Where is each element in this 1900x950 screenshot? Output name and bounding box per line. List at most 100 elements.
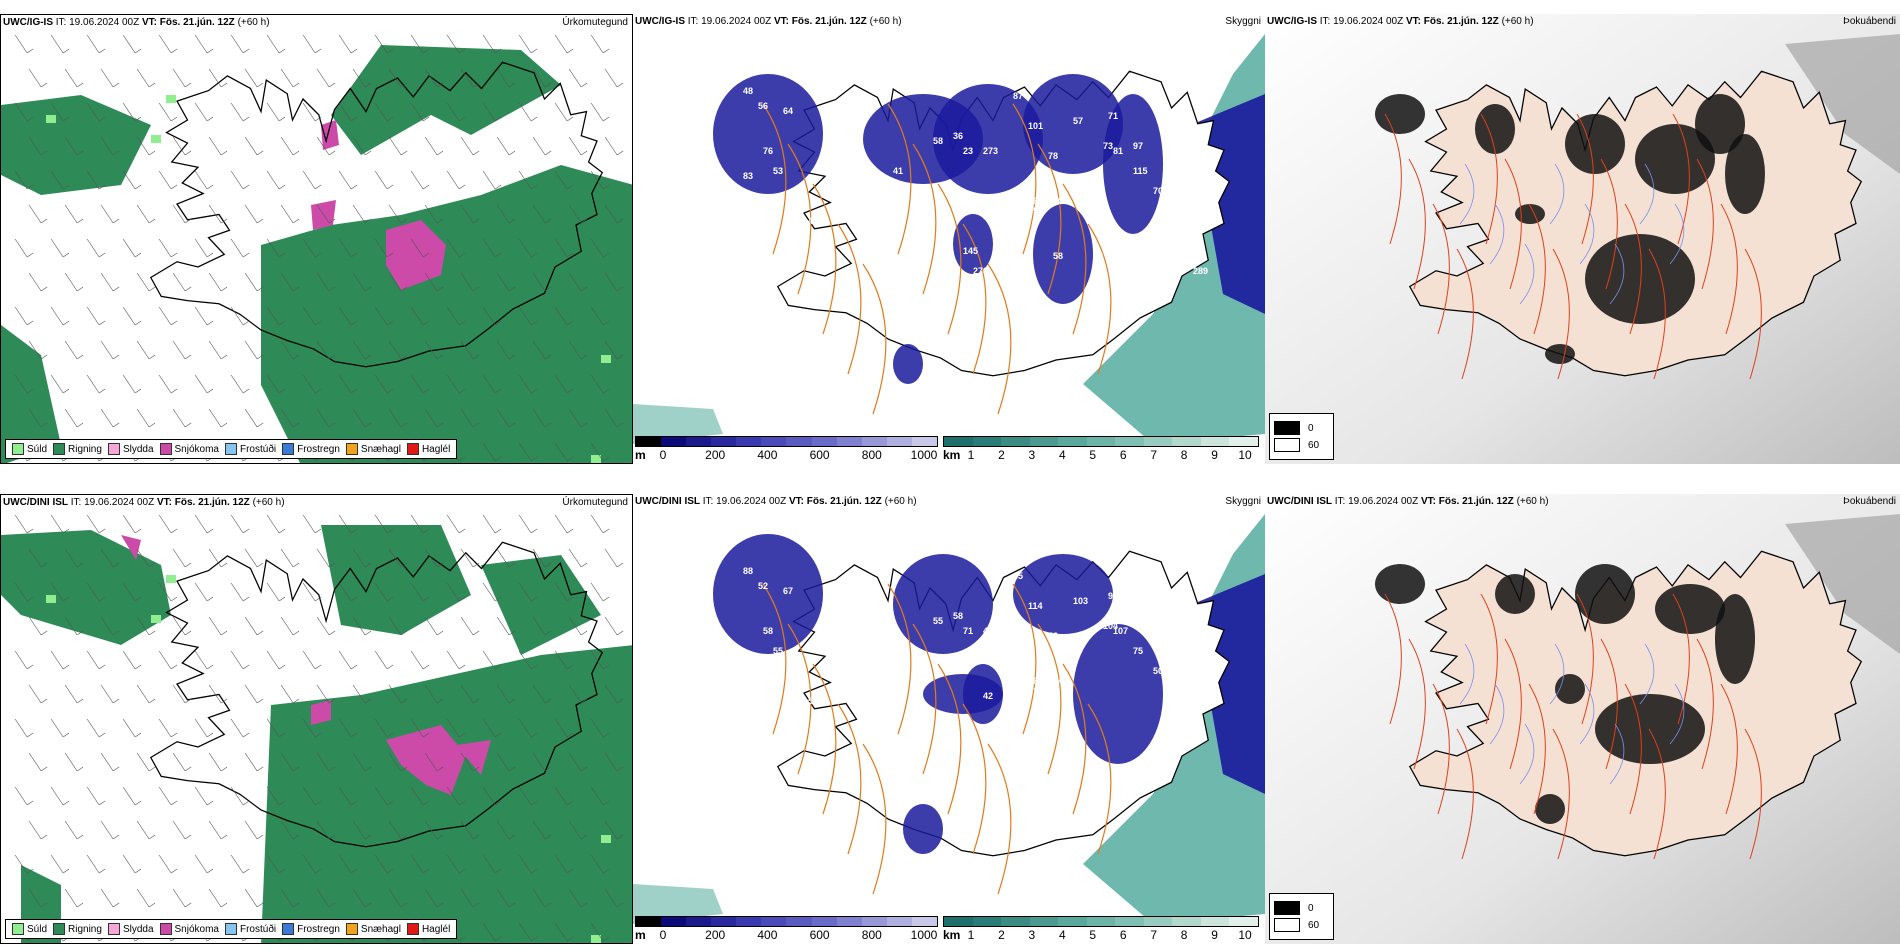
visibility-value-label: 91 [1158,586,1168,596]
colorbar-segment [1229,437,1259,446]
visibility-value-label: 62 [853,126,863,136]
panel-header: UWC/DINI ISL IT: 19.06.2024 00Z VT: Fös.… [3,497,285,508]
visibility-value-label: 104 [1103,621,1118,631]
fog-map [1265,14,1900,464]
legend-label: Slydda [122,443,154,455]
legend-label: Frostregn [297,923,340,935]
visibility-value-label: 64 [1008,276,1018,286]
colorbar-segment [972,917,1002,926]
visibility-value-label: 42 [983,691,993,701]
colorbar-segment [761,437,787,446]
legend-swatch [282,923,295,935]
visibility-value-label: 75 [1163,151,1173,161]
colorbar-tick: 5 [1089,448,1097,462]
visibility-value-label: 107 [1113,626,1128,636]
visibility-value-label: 103 [1073,596,1088,606]
colorbar-strip [635,916,938,927]
legend-swatch [107,923,120,935]
visibility-value-label: 123 [1033,686,1048,696]
colorbar-segment [886,917,912,926]
panel-header: UWC/DINI ISL IT: 19.06.2024 00Z VT: Fös.… [635,496,917,507]
visibility-value-label: 56 [808,696,818,706]
legend-swatch [345,923,358,935]
legend-label: Rigning [68,443,102,455]
fog-legend-row: 60 [1274,918,1329,932]
visibility-value-label: 59 [693,226,703,236]
visibility-value-label: 63 [743,651,753,661]
legend-swatch [107,443,120,455]
colorbar-tick: 7 [1150,448,1157,462]
visibility-value-label: 44 [1053,676,1063,686]
panel-title: Skyggni [1225,16,1261,27]
visibility-value-label: 58 [953,611,963,621]
colorbar-segment [736,917,762,926]
colorbar-tick: 10 [1238,448,1252,462]
colorbar-tick: 8 [1180,448,1188,462]
legend-item: Súld [12,923,47,935]
visibility-value-label: 115 [1133,166,1148,176]
panel-header: UWC/IG-IS IT: 19.06.2024 00Z VT: Fös. 21… [3,17,270,28]
fog-legend-value: 0 [1308,902,1314,914]
fog-legend-value: 0 [1308,422,1314,434]
panel-header: UWC/IG-IS IT: 19.06.2024 00Z VT: Fös. 21… [1267,16,1534,27]
colorbar-segment [1143,437,1173,446]
fog-legend-row: 60 [1274,438,1329,452]
colorbar-tick: 8 [1180,928,1188,942]
visibility-value-label: 55 [773,646,783,656]
precip-panel-row1: UWC/IG-IS IT: 19.06.2024 00Z VT: Fös. 21… [0,14,633,464]
legend-label: Súld [27,923,48,935]
colorbar-segment [1058,917,1087,926]
visibility-value-label: 101 [1028,121,1043,131]
visibility-value-label: 78 [1048,151,1058,161]
visibility-value-label: 58 [1053,251,1063,261]
colorbar-tick: 600 [809,448,830,462]
visibility-value-label: 709 [1153,186,1168,196]
visibility-value-label: 55 [933,616,943,626]
colorbar-segment [836,437,862,446]
panel-title: Úrkomutegund [562,17,628,28]
fog-legend-value: 60 [1308,439,1320,451]
legend-item: Snæhagl [345,923,401,935]
colorbar-tick: 1000 [910,448,938,462]
colorbar-segment [636,437,662,446]
legend-swatch [12,443,24,455]
legend-item: Snæhagl [345,443,401,455]
legend-item: Haglél [406,923,450,935]
colorbar-segment [1058,437,1087,446]
colorbar-segment [1200,437,1230,446]
legend-label: Snæhagl [360,923,401,935]
colorbar-tick: 4 [1058,448,1066,462]
legend-label: Rigning [68,923,102,935]
colorbar-tick: 0 [659,448,667,462]
visibility-value-label: 41 [893,166,903,176]
legend-item: Snjókoma [159,923,219,935]
legend-item: Frostregn [282,923,340,935]
colorbar-tick: 1 [967,928,975,942]
legend-item: Frostregn [282,443,340,455]
legend-label: Snæhagl [360,443,401,455]
visibility-colorbar: km 1 2 3 4 5 6 7 8 9 10 [943,916,1261,942]
colorbar-segment [686,437,712,446]
visibility-value-label: 114 [1028,601,1043,611]
visibility-value-label: 77 [693,706,703,716]
legend-item: Snjókoma [159,443,219,455]
legend-swatch [345,443,358,455]
colorbar-tick: 400 [757,448,778,462]
colorbar-segment [1200,917,1230,926]
visibility-value-label: 87 [1013,91,1023,101]
visibility-value-label: 278 [973,266,988,276]
legend-swatch [224,923,237,935]
colorbar-segment [1115,917,1144,926]
colorbar-tick: 2 [998,448,1005,462]
fog-legend-swatch [1274,438,1300,452]
visibility-value-label: 75 [1133,646,1143,656]
visibility-value-label: 70 [1053,196,1063,206]
visibility-value-label: 73 [1103,141,1113,151]
visibility-value-label: 108 [983,211,998,221]
colorbar-segment [1172,917,1201,926]
colorbar-strip [943,916,1259,927]
colorbar-segment [1029,437,1059,446]
colorbar-tick: 7 [1150,928,1157,942]
visibility-value-label: 98 [1163,631,1173,641]
colorbar-segment [911,437,937,446]
